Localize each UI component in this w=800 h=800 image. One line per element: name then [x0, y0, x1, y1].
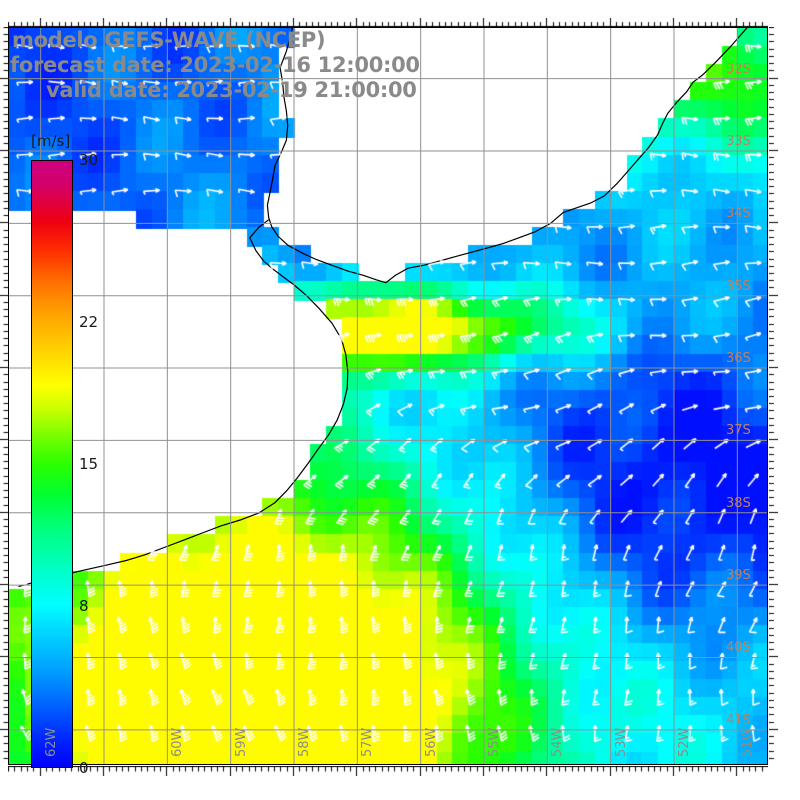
lat-tick-label-33S: 33S — [726, 134, 751, 149]
lat-tick-label-34S: 34S — [726, 206, 751, 222]
lon-tick-label-58W: 58W — [297, 727, 312, 757]
lon-tick-label-53W: 53W — [613, 727, 629, 757]
lon-tick-label-54W: 54W — [550, 727, 566, 757]
lon-tick-label-60W: 60W — [170, 727, 186, 757]
map-plot-area — [8, 27, 768, 765]
lon-tick-label-62W: 62W — [43, 727, 59, 757]
forecast-date-line: forecast date: 2023-02-16 12:00:00 — [10, 53, 420, 77]
axis-ruler-right — [769, 27, 778, 765]
title-block: modelo GEFS-WAVE (NCEP) forecast date: 2… — [8, 28, 528, 103]
colorbar-tick-30: 30 — [79, 151, 99, 169]
colorbar-tick-15: 15 — [79, 455, 99, 473]
lat-tick-label-35S: 35S — [726, 278, 751, 294]
colorbar-tick-0: 0 — [79, 759, 89, 777]
model-title: modelo GEFS-WAVE (NCEP) — [12, 28, 326, 52]
lon-tick-label-51W: 51W — [740, 727, 756, 757]
colorbar-gradient — [31, 160, 73, 768]
axis-ruler-top — [8, 18, 768, 27]
colorbar-legend: [m/s] 30 22 15 8 0 — [23, 132, 133, 777]
lon-tick-label-59W: 59W — [233, 727, 249, 757]
lat-tick-label-37S: 37S — [726, 423, 751, 439]
axis-ruler-left — [0, 27, 8, 765]
lon-tick-label-57W: 57W — [360, 727, 376, 757]
lon-tick-label-56W: 56W — [423, 727, 439, 757]
colorbar-tick-8: 8 — [79, 596, 89, 615]
lat-tick-label-32S: 32S — [726, 61, 751, 77]
lon-tick-label-55W: 55W — [487, 727, 502, 757]
colorbar-units-label: [m/s] — [31, 132, 71, 150]
lat-tick-label-38S: 38S — [726, 495, 751, 511]
lat-tick-label-39S: 39S — [726, 568, 751, 584]
colorbar-tick-22: 22 — [79, 313, 99, 332]
valid-date-line: valid date: 2023-02-19 21:00:00 — [46, 78, 417, 102]
axis-ruler-bottom — [8, 766, 768, 776]
lon-tick-label-52W: 52W — [677, 727, 692, 757]
lat-tick-label-41S: 41S — [726, 712, 751, 728]
lat-tick-label-40S: 40S — [726, 640, 751, 656]
lat-tick-label-36S: 36S — [726, 351, 751, 367]
